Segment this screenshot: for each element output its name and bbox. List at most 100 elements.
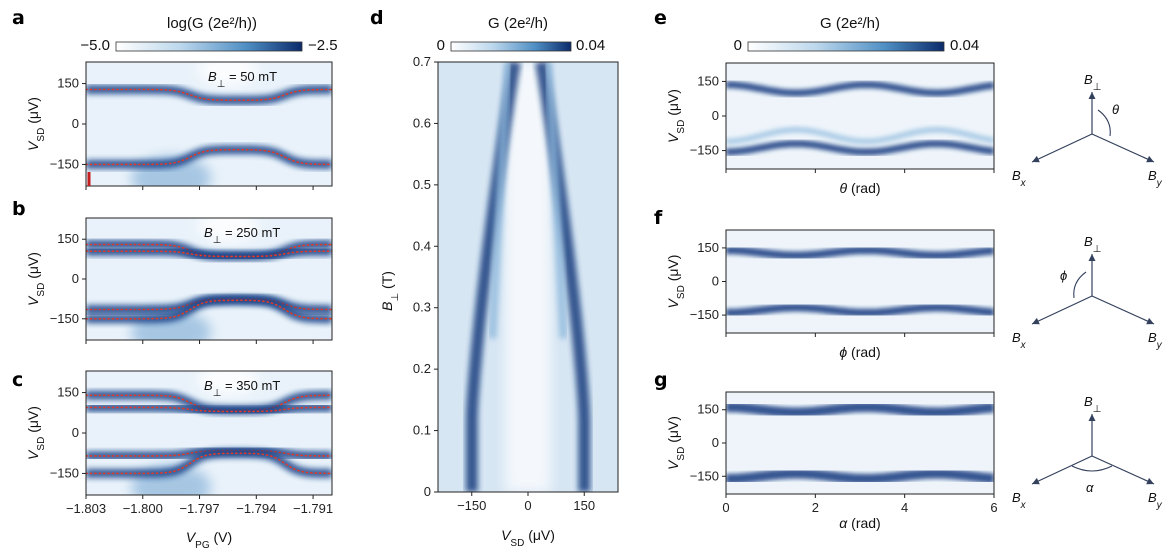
- heatmap-c-xtick-label: −1.797: [179, 501, 219, 516]
- heatmap-b-ytick-label: 150: [57, 231, 79, 246]
- colorbar-a-max-label: −2.5: [308, 37, 338, 54]
- heatmap-b-ytick-label: −150: [50, 311, 79, 326]
- field-axes-g-bx-arrow-head: [1032, 477, 1040, 485]
- heatmap-b-ytick-label: 0: [72, 271, 79, 286]
- field-axes-diagram-g: B⊥ Bx By α: [1012, 394, 1163, 511]
- field-axes-f-bx-arrow-head: [1032, 317, 1040, 325]
- heatmap-a-fit-curve: [86, 88, 332, 101]
- heatmap-c: B⊥ = 350 mT 150 0 −150 −1.803 −1.800 −1.797 −1.…: [25, 370, 333, 549]
- field-axes-e-angle-label: θ: [1112, 102, 1119, 117]
- field-axes-f-b-perp-arrow-head: [1088, 254, 1096, 261]
- field-axes-f-by-arrow: [1091, 295, 1155, 325]
- field-axes-e-by-arrow-head: [1146, 155, 1154, 163]
- field-axes-e-b-perp-label: B⊥: [1084, 72, 1101, 93]
- colorbar-e-max-label: 0.04: [950, 37, 979, 54]
- heatmap-f-conductance-band: [726, 303, 994, 317]
- heatmap-c-annotation: B⊥ = 350 mT: [204, 378, 280, 399]
- heatmap-c-ytick-label: 150: [57, 385, 79, 400]
- field-axes-e-bx-arrow-head: [1032, 155, 1040, 163]
- heatmap-c-xtick-label: −1.800: [123, 501, 163, 516]
- heatmap-c-xtick-label: −1.794: [236, 501, 276, 516]
- heatmap-d-ytick-label: 0: [424, 484, 431, 499]
- heatmap-f-xlabel: ϕ (rad): [839, 344, 880, 360]
- heatmap-d: −150 0 150 0 0.1 0.2 0.3 0.4 0.5 0.6 0.7 VSD (μV) B⊥…: [379, 54, 619, 549]
- heatmap-a-content: [86, 62, 332, 186]
- heatmap-c-ytick-label: −150: [50, 465, 79, 480]
- heatmap-g-ylabel: VSD (μV): [665, 416, 687, 470]
- heatmap-g-xlabel: α (rad): [839, 515, 880, 531]
- heatmap-e-conductance-band: [726, 140, 994, 156]
- heatmap-e-xlabel: θ (rad): [839, 180, 880, 196]
- heatmap-g-ytick-label: 150: [697, 402, 719, 417]
- heatmap-a-blotch: [197, 62, 258, 87]
- field-axes-g-b-perp-arrow-head: [1088, 414, 1096, 421]
- panel-label-g: g: [654, 369, 668, 391]
- colorbar-e-bar: [747, 41, 945, 52]
- heatmap-g-ytick-label: −150: [690, 468, 719, 483]
- field-axes-e-by-label: By: [1148, 168, 1163, 189]
- colorbar-e-min-label: 0: [734, 37, 742, 54]
- heatmap-c-ylabel: VSD (μV): [25, 406, 47, 460]
- heatmap-f-ytick-label: 150: [697, 240, 719, 255]
- field-axes-f-angle-label: ϕ: [1060, 268, 1067, 283]
- heatmap-g-content: [726, 392, 994, 494]
- panel-label-a: a: [12, 7, 25, 29]
- heatmap-c-fit-curve: [86, 394, 332, 411]
- field-axes-f-bx-label: Bx: [1012, 330, 1027, 351]
- heatmap-f-content: [726, 230, 994, 333]
- colorbar-a-bar: [115, 41, 303, 52]
- colorbar-d: G (2e²/h) 0 0.04: [437, 15, 606, 54]
- heatmap-a-fit-curve: [86, 148, 332, 166]
- heatmap-d-ytick-label: 0.7: [413, 54, 431, 69]
- heatmap-d-branch: [544, 62, 568, 339]
- heatmap-f-ylabel: VSD (μV): [665, 255, 687, 309]
- field-axes-g-bx-label: Bx: [1012, 490, 1027, 511]
- colorbar-e-label: G (2e²/h): [820, 15, 880, 32]
- heatmap-e-branch: [726, 126, 994, 145]
- field-axes-diagram-f: B⊥ Bx By ϕ: [1012, 234, 1163, 351]
- heatmap-b-fit-curve: [86, 299, 332, 320]
- heatmap-g-conductance-band: [726, 402, 994, 418]
- colorbar-a-min-label: −5.0: [80, 37, 110, 54]
- heatmap-c-xlabel: VPG (V): [186, 529, 232, 549]
- heatmap-g-xtick-label: 6: [990, 500, 997, 515]
- heatmap-d-content: [438, 62, 618, 492]
- field-axes-g-by-arrow: [1091, 455, 1155, 485]
- field-axes-f-b-perp-label: B⊥: [1084, 234, 1101, 255]
- heatmap-a-ytick-label: 150: [57, 76, 79, 91]
- heatmap-b-ylabel: VSD (μV): [25, 252, 47, 306]
- heatmap-d-gap: [505, 62, 551, 492]
- heatmap-a-ylabel: VSD (μV): [25, 97, 47, 151]
- heatmap-b-fit-curve: [86, 250, 332, 258]
- heatmap-c-fit-curve: [86, 452, 332, 475]
- field-axes-f-by-label: By: [1148, 330, 1163, 351]
- heatmap-a-annotation: B⊥ = 50 mT: [208, 69, 277, 90]
- colorbar-e: G (2e²/h) 0 0.04: [734, 15, 980, 54]
- field-axes-g-by-arrow-head: [1146, 477, 1154, 485]
- heatmap-d-xtick-label: 150: [573, 498, 595, 513]
- heatmap-c-fit-curve: [86, 406, 332, 413]
- heatmap-e-ylabel: VSD (μV): [665, 89, 687, 143]
- heatmap-a-ytick-label: 0: [72, 116, 79, 131]
- panel-label-b: b: [12, 198, 26, 220]
- colorbar-a: log(G (2e²/h)) −5.0 −2.5: [80, 15, 337, 54]
- heatmap-d-ytick-label: 0.3: [413, 300, 431, 315]
- heatmap-g-conductance-band: [726, 468, 994, 484]
- field-axes-g-by-label: By: [1148, 490, 1163, 511]
- heatmap-e-ytick-label: 150: [697, 73, 719, 88]
- heatmap-d-ytick-label: 0.5: [413, 177, 431, 192]
- heatmap-d-ylabel: B⊥ (T): [379, 271, 401, 311]
- field-axes-g-bx-arrow: [1031, 455, 1093, 485]
- heatmap-g: 150 0 −150 0 2 4 6 VSD (μV) α (rad): [665, 391, 998, 531]
- heatmap-c-xtick-label: −1.791: [293, 501, 333, 516]
- heatmap-g-xtick-label: 0: [722, 500, 729, 515]
- heatmap-b-content: [86, 218, 332, 340]
- colorbar-d-max-label: 0.04: [576, 37, 605, 54]
- heatmap-d-ytick-label: 0.4: [413, 238, 431, 253]
- field-axes-g-b-perp-label: B⊥: [1084, 394, 1101, 415]
- heatmap-g-ytick-label: 0: [712, 435, 719, 450]
